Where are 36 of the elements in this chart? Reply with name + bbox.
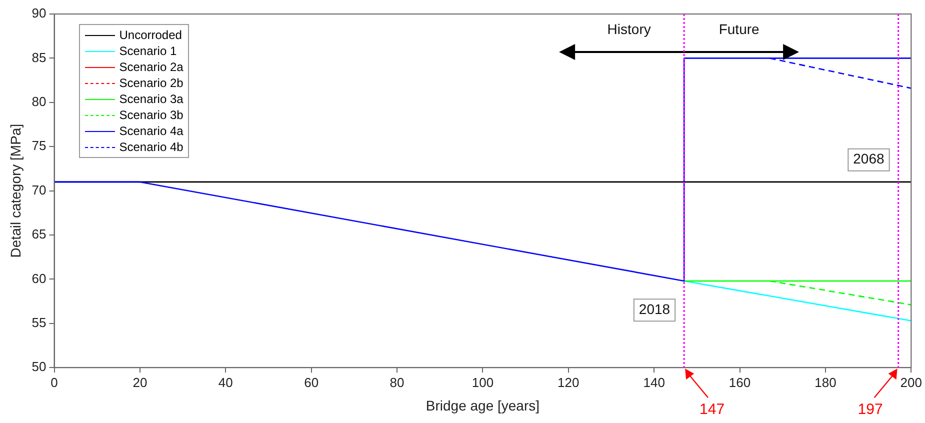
- x-tick-label: 100: [472, 374, 494, 390]
- y-tick-label: 70: [32, 182, 46, 198]
- x-tick-label: 200: [900, 374, 922, 390]
- legend-label: Scenario 3a: [119, 92, 184, 106]
- annotation: Future: [718, 20, 760, 37]
- x-tick-label: 80: [390, 374, 404, 390]
- x-tick-label: 40: [218, 374, 233, 390]
- y-tick-label: 55: [32, 314, 46, 330]
- ref-line-label: 147: [700, 401, 725, 418]
- ref-line-label: 197: [858, 401, 883, 418]
- x-tick-label: 140: [643, 374, 665, 390]
- legend-label: Scenario 1: [119, 44, 177, 58]
- x-tick-label: 120: [558, 374, 580, 390]
- y-tick-label: 50: [32, 359, 46, 374]
- legend-label: Scenario 4b: [119, 140, 184, 154]
- x-tick-label: 0: [50, 374, 58, 390]
- y-tick-label: 85: [32, 50, 46, 65]
- x-tick-label: 180: [814, 374, 836, 390]
- legend-label: Uncorroded: [119, 28, 182, 42]
- y-tick-label: 90: [32, 6, 46, 21]
- annotation: 2068: [853, 150, 885, 167]
- legend-label: Scenario 2a: [119, 60, 184, 74]
- x-tick-label: 60: [304, 374, 319, 390]
- y-tick-label: 80: [32, 94, 46, 109]
- y-tick-label: 65: [32, 226, 46, 242]
- x-axis-title: Bridge age [years]: [426, 397, 540, 414]
- legend-label: Scenario 4a: [119, 124, 184, 138]
- y-tick-label: 75: [32, 138, 46, 154]
- y-tick-label: 60: [32, 270, 46, 286]
- annotation: History: [607, 20, 651, 37]
- legend-label: Scenario 2b: [119, 76, 184, 90]
- annotation: 2018: [638, 301, 670, 317]
- x-tick-label: 160: [728, 374, 751, 390]
- x-tick-label: 20: [132, 374, 148, 390]
- legend-label: Scenario 3b: [119, 108, 184, 122]
- y-axis-title: Detail category [MPa]: [7, 124, 24, 258]
